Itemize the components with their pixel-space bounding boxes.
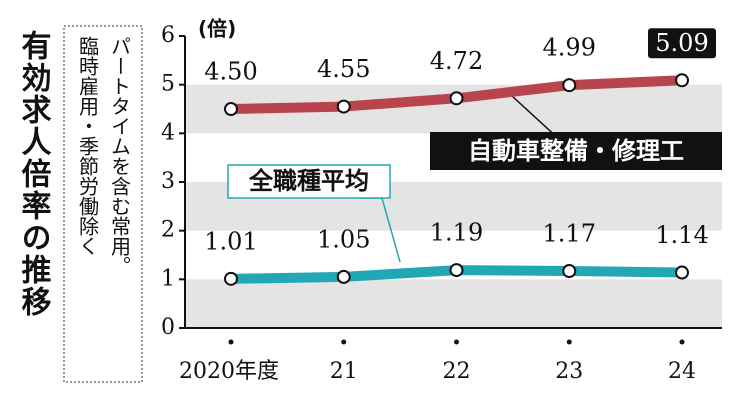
y-unit: (倍)	[198, 17, 236, 41]
value-label: 4.50	[204, 58, 257, 86]
data-point	[562, 264, 577, 279]
value-label: 1.01	[204, 227, 257, 255]
x-tick-label: 21	[330, 359, 358, 384]
value-label: 4.99	[543, 34, 596, 62]
value-label: 4.55	[317, 55, 370, 83]
y-tick-label: 1	[161, 266, 175, 291]
value-label: 1.17	[543, 220, 596, 248]
x-tick-label: 24	[668, 359, 696, 384]
legend-label: 全職種平均	[248, 167, 369, 195]
data-point	[675, 265, 689, 280]
x-dot	[679, 339, 685, 345]
data-point	[675, 73, 689, 88]
value-label-box	[648, 28, 716, 59]
x-dot	[228, 339, 234, 345]
data-point	[224, 102, 238, 116]
data-point	[336, 99, 351, 114]
chart-title: 有効求人倍率の推移	[16, 30, 52, 318]
data-point	[449, 91, 464, 106]
data-point	[336, 269, 351, 284]
y-tick-label: 5	[161, 72, 175, 97]
value-label: 1.05	[317, 225, 370, 253]
y-tick-label: 3	[161, 169, 175, 194]
value-label: 1.14	[655, 221, 708, 249]
y-tick-label: 4	[161, 120, 175, 145]
legend-box	[430, 132, 722, 170]
y-tick-label: 0	[161, 315, 175, 340]
subtitle-line: 臨時雇用・季節労働除く	[76, 36, 100, 256]
data-point	[562, 78, 577, 93]
x-dot	[454, 339, 459, 345]
value-label: 4.72	[430, 47, 483, 75]
x-tick-label: 2020年度	[179, 359, 279, 384]
legend-label: 自動車整備・修理工	[468, 137, 684, 165]
data-point	[224, 271, 238, 286]
subtitle-line: パートタイムを含む常用。	[108, 36, 132, 276]
grid-band	[185, 279, 722, 328]
value-label: 1.19	[430, 219, 483, 247]
x-tick-label: 22	[443, 359, 471, 384]
value-label: 5.09	[655, 29, 708, 57]
y-tick-label: 6	[161, 23, 175, 48]
note-box	[63, 25, 143, 383]
data-point	[449, 263, 464, 278]
x-dot	[566, 339, 572, 345]
x-tick-label: 23	[555, 359, 583, 384]
x-dot	[341, 339, 347, 345]
y-tick-label: 2	[161, 218, 175, 243]
legend-box	[227, 164, 391, 199]
